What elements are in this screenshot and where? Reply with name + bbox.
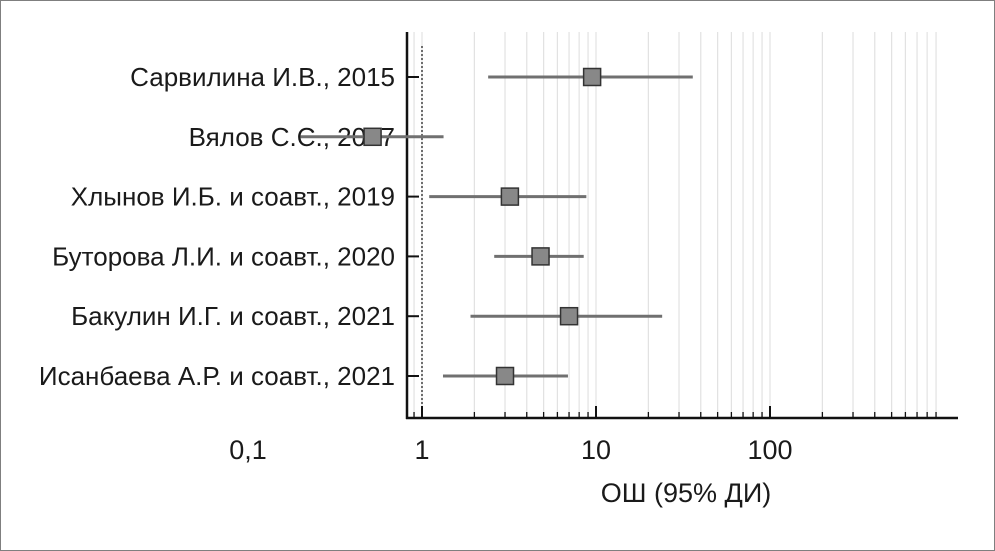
odds-ratio-marker <box>582 67 602 87</box>
x-tick-label: 1 <box>414 435 429 465</box>
odds-ratio-marker <box>500 187 520 206</box>
study-row: Вялов С.С., 2017 <box>189 122 444 152</box>
grid-lines <box>413 32 937 418</box>
study-label: Исанбаева А.Р. и соавт., 2021 <box>39 361 395 391</box>
odds-ratio-marker <box>531 247 550 266</box>
study-label: Буторова Л.И. и соавт., 2020 <box>52 241 395 271</box>
study-row: Хлынов И.Б. и соавт., 2019 <box>71 182 587 212</box>
study-label: Бакулин И.Г. и соавт., 2021 <box>71 301 395 331</box>
x-axis-title: ОШ (95% ДИ) <box>601 478 771 508</box>
odds-ratio-marker <box>495 366 515 386</box>
x-tick-label: 100 <box>747 435 792 465</box>
study-row: Буторова Л.И. и соавт., 2020 <box>52 241 584 271</box>
x-ticks: 0,1 1 10 100 <box>229 406 937 465</box>
x-tick-label: 0,1 <box>229 435 267 465</box>
study-row: Бакулин И.Г. и соавт., 2021 <box>71 301 663 331</box>
axes <box>405 32 958 420</box>
study-row: Сарвилина И.В., 2015 <box>130 62 693 92</box>
odds-ratio-marker <box>363 127 382 147</box>
study-label: Хлынов И.Б. и соавт., 2019 <box>71 182 395 212</box>
study-rows: Сарвилина И.В., 2015 Вялов С.С., 2017 Хлын… <box>39 62 693 391</box>
x-tick-label: 10 <box>581 435 611 465</box>
odds-ratio-marker <box>559 306 579 326</box>
study-row: Исанбаева А.Р. и соавт., 2021 <box>39 361 568 391</box>
study-label: Сарвилина И.В., 2015 <box>130 62 395 92</box>
